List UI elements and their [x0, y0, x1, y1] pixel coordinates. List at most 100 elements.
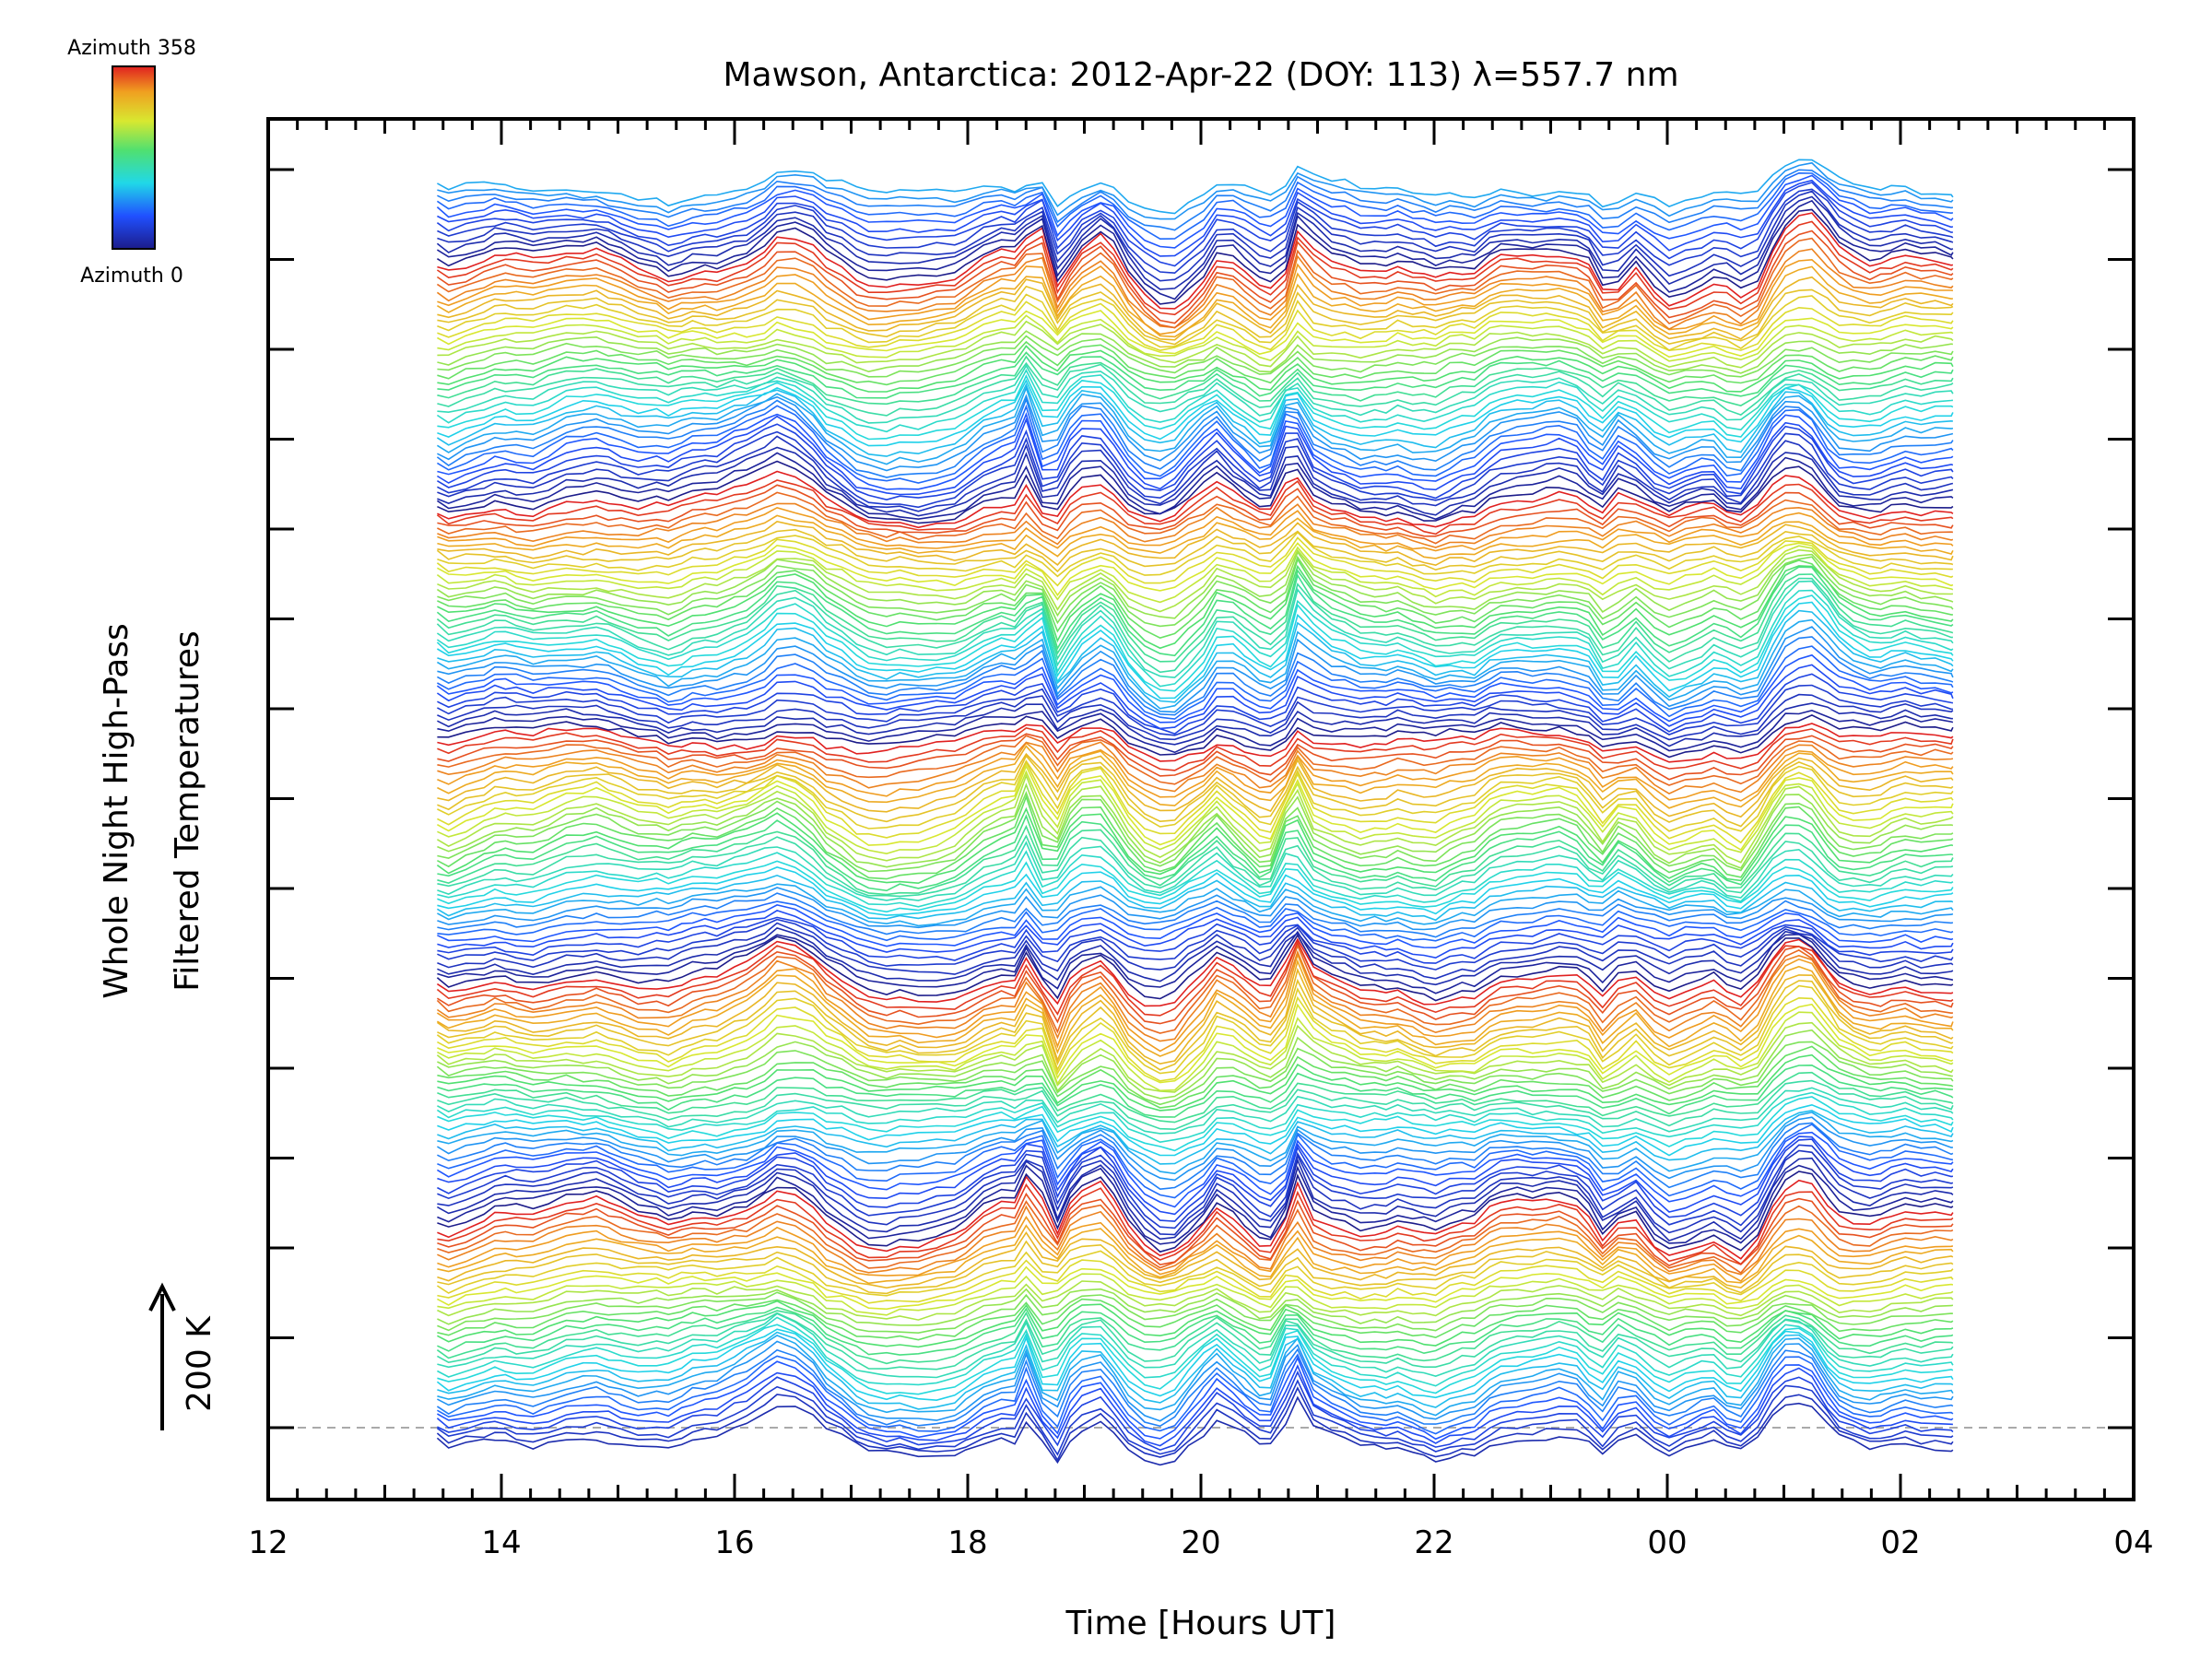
temperature-trace: [437, 212, 1954, 310]
temperature-trace: [437, 1200, 1954, 1275]
temperature-trace: [437, 161, 1954, 220]
temperature-trace: [437, 1096, 1954, 1152]
temperature-trace: [437, 1149, 1954, 1236]
temperature-trace: [436, 452, 1954, 521]
x-tick-label: 16: [714, 1524, 754, 1561]
temperature-trace: [437, 645, 1954, 720]
temperature-trace: [437, 1087, 1954, 1135]
temperature-trace: [436, 369, 1953, 433]
temperature-trace: [436, 1310, 1954, 1365]
x-tick-label: 22: [1414, 1524, 1453, 1561]
temperature-trace: [437, 1356, 1954, 1441]
temperature-trace: [437, 470, 1954, 529]
temperature-trace: [436, 229, 1954, 324]
temperature-trace: [437, 916, 1954, 964]
temperature-trace: [437, 300, 1954, 352]
temperature-trace: [437, 520, 1954, 567]
temperature-trace: [437, 190, 1954, 282]
temperature-trace: [436, 1250, 1954, 1297]
temperature-trace: [437, 1224, 1954, 1285]
temperature-trace: [437, 310, 1954, 359]
x-axis-label: Time [Hours UT]: [1065, 1605, 1336, 1642]
temperature-trace: [436, 479, 1954, 535]
temperature-trace: [436, 265, 1953, 338]
x-tick-label: 14: [481, 1524, 521, 1561]
temperature-trace: [437, 491, 1953, 545]
temperature-trace: [436, 594, 1954, 692]
temperature-trace: [437, 1298, 1954, 1341]
scale-bar-label: 200 K: [181, 1315, 218, 1412]
temperature-trace: [437, 435, 1954, 512]
temperature-trace: [436, 934, 1954, 1002]
temperature-trace: [437, 285, 1954, 346]
temperature-trace: [437, 741, 1954, 795]
temperature-trace: [437, 1175, 1954, 1260]
temperature-trace: [437, 394, 1954, 472]
temperature-trace: [437, 188, 1954, 275]
temperature-trace: [437, 1240, 1954, 1295]
temperature-trace: [436, 382, 1953, 457]
temperature-trace: [437, 714, 1954, 759]
temperature-trace: [437, 1064, 1954, 1118]
temperature-trace: [436, 1379, 1954, 1456]
temperature-trace: [437, 684, 1953, 736]
temperature-trace: [436, 967, 1954, 1065]
temperature-trace: [437, 1103, 1954, 1157]
temperature-trace: [436, 937, 1954, 1007]
temperature-trace: [436, 618, 1954, 710]
temperature-trace: [437, 1291, 1953, 1335]
temperature-trace: [437, 293, 1954, 351]
temperature-trace: [437, 1215, 1954, 1283]
temperature-trace: [437, 850, 1954, 908]
temperature-trace: [437, 723, 1954, 763]
temperature-trace: [437, 1192, 1954, 1267]
temperature-trace: [437, 1331, 1954, 1410]
temperature-trace: [437, 1144, 1954, 1230]
temperature-trace: [437, 531, 1953, 578]
temperature-trace: [437, 502, 1954, 548]
temperature-trace: [437, 557, 1953, 640]
temperature-trace: [437, 841, 1954, 901]
temperature-trace: [436, 1021, 1954, 1093]
temperature-trace: [437, 258, 1954, 335]
temperature-trace: [436, 566, 1954, 657]
temperature-trace: [436, 415, 1954, 496]
x-tick-label: 02: [1880, 1524, 1920, 1561]
temperature-trace: [437, 1079, 1954, 1131]
temperature-trace: [437, 791, 1954, 873]
temperature-trace: [437, 1230, 1954, 1289]
temperature-trace: [436, 171, 1954, 241]
temperature-trace: [437, 484, 1954, 537]
temperature-trace: [436, 1116, 1953, 1182]
temperature-trace: [437, 1306, 1954, 1356]
temperature-trace: [436, 248, 1954, 331]
temperature-trace: [436, 1091, 1954, 1144]
temperature-trace: [437, 636, 1954, 716]
temperature-trace: [437, 782, 1954, 869]
temperature-trace: [436, 1347, 1954, 1428]
temperature-trace: [436, 806, 1954, 885]
temperature-trace: [437, 745, 1954, 809]
temperature-trace: [436, 545, 1954, 604]
temperature-trace: [436, 550, 1954, 619]
temperature-trace: [437, 887, 1954, 931]
temperature-trace: [437, 1110, 1954, 1165]
scale-bar: 200 K: [148, 1282, 218, 1430]
temperature-trace: [436, 237, 1954, 329]
temperature-trace: [436, 589, 1954, 688]
temperature-trace: [437, 335, 1954, 378]
temperature-trace: [436, 220, 1954, 316]
traces-group: [436, 159, 1954, 1466]
temperature-trace: [437, 460, 1954, 524]
x-tick-label: 18: [947, 1524, 987, 1561]
temperature-trace: [437, 506, 1954, 552]
x-tick-label: 12: [248, 1524, 288, 1561]
temperature-trace: [436, 423, 1954, 501]
colorbar-top-label: Azimuth 358: [67, 37, 196, 60]
temperature-trace: [437, 1312, 1954, 1371]
temperature-trace: [437, 1122, 1954, 1191]
temperature-trace: [436, 404, 1954, 484]
temperature-trace: [437, 320, 1954, 369]
temperature-trace: [437, 179, 1954, 257]
